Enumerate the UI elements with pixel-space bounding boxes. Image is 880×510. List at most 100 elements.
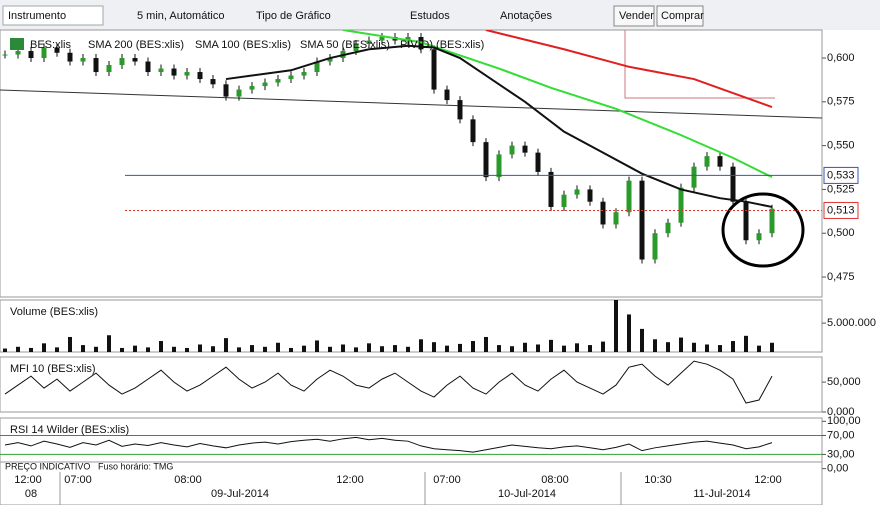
overlay-legend: SMA 200 (BES:xlis) <box>88 39 184 51</box>
time-label: 08:00 <box>174 474 202 486</box>
candle <box>548 171 554 207</box>
volume-bar <box>757 345 761 352</box>
candle <box>379 37 385 41</box>
time-label: 12:00 <box>754 474 782 486</box>
chart-type-menu[interactable]: Tipo de Gráfico <box>256 10 331 22</box>
candle <box>106 65 112 73</box>
candle <box>483 142 489 178</box>
candle <box>54 47 60 53</box>
date-label: 08 <box>25 488 37 500</box>
candle <box>249 86 255 90</box>
candle <box>353 44 359 52</box>
time-label: 12:00 <box>336 474 364 486</box>
volume-bar <box>315 340 319 352</box>
sell-button[interactable] <box>613 5 655 27</box>
candle <box>730 166 736 202</box>
date-label: 09-Jul-2014 <box>211 488 269 500</box>
volume-bar <box>484 336 488 352</box>
candle <box>405 37 411 41</box>
price-tag <box>823 201 859 219</box>
indicator-panel <box>0 299 823 353</box>
time-label: 08:00 <box>541 474 569 486</box>
volume-bar <box>536 344 540 352</box>
candle <box>743 201 749 241</box>
pivot-legend: PIV(D) (BES:xlis) <box>400 39 484 51</box>
volume-bar <box>614 300 618 352</box>
candle <box>509 145 515 155</box>
candle <box>431 49 437 90</box>
volume-bar <box>640 328 644 352</box>
volume-bar <box>224 338 228 352</box>
candle <box>769 208 775 234</box>
candle <box>210 79 216 85</box>
buy-button[interactable] <box>656 5 704 27</box>
candle <box>15 51 21 55</box>
price-tag-label: 0,513 <box>827 204 855 216</box>
volume-bar <box>354 347 358 352</box>
y-tick-label: 0,500 <box>827 227 855 239</box>
volume-bar <box>627 314 631 352</box>
volume-bar <box>588 345 592 352</box>
y-tick-label: 0,00 <box>827 463 848 475</box>
candle <box>626 180 632 213</box>
volume-bar <box>497 345 501 352</box>
candle <box>639 180 645 260</box>
volume-bar <box>211 346 215 352</box>
candle <box>613 212 619 225</box>
sma-line <box>485 30 773 109</box>
y-tick-label: 5.000.000 <box>827 317 876 329</box>
time-axis <box>0 461 823 506</box>
trend-line <box>0 89 823 119</box>
time-label: 10:30 <box>644 474 672 486</box>
indicator-line <box>4 436 773 453</box>
panel-title: Volume (BES:xlis) <box>10 306 98 318</box>
circle-annotation <box>721 192 805 268</box>
indicator-line <box>4 360 773 404</box>
volume-bar <box>172 346 176 352</box>
volume-bar <box>575 343 579 352</box>
candle <box>496 154 502 178</box>
y-tick-label: 0,000 <box>827 406 855 418</box>
volume-bar <box>341 344 345 352</box>
volume-bar <box>471 341 475 352</box>
candle <box>587 189 593 202</box>
y-tick-label: 70,00 <box>827 429 855 441</box>
sma-line <box>225 44 773 208</box>
volume-bar <box>16 346 20 352</box>
buy-label: Comprar <box>661 10 704 22</box>
candle <box>457 100 463 120</box>
y-tick-label: 0,575 <box>827 96 855 108</box>
candle <box>197 72 203 80</box>
volume-bar <box>185 347 189 352</box>
volume-bar <box>744 335 748 352</box>
main-plot <box>2 30 775 264</box>
interval-menu[interactable]: 5 min, Automático <box>137 10 224 22</box>
pivot-line <box>624 30 775 99</box>
instrument-input[interactable] <box>2 5 104 26</box>
volume-bar <box>419 339 423 352</box>
candle <box>28 51 34 59</box>
time-label: 07:00 <box>433 474 461 486</box>
candle <box>158 68 164 73</box>
y-tick-label: 30,00 <box>827 448 855 460</box>
candle <box>600 201 606 225</box>
candle <box>93 58 99 73</box>
studies-menu[interactable]: Estudos <box>410 10 450 22</box>
volume-bar <box>29 347 33 352</box>
volume-bar <box>601 341 605 352</box>
candle <box>80 58 86 62</box>
panel-title: MFI 10 (BES:xlis) <box>10 363 96 375</box>
candle <box>223 84 229 97</box>
symbol-icon <box>10 38 24 50</box>
volume-bar <box>146 347 150 352</box>
candle <box>145 61 151 73</box>
toolbar-bg <box>0 0 880 30</box>
y-tick-label: 50,000 <box>827 376 861 388</box>
time-label: 12:00 <box>14 474 42 486</box>
candle <box>756 233 762 241</box>
volume-bar <box>367 343 371 352</box>
panel-title: RSI 14 Wilder (BES:xlis) <box>10 424 129 436</box>
candle <box>717 156 723 167</box>
annotations-menu[interactable]: Anotações <box>500 10 552 22</box>
price-tag <box>823 166 859 184</box>
